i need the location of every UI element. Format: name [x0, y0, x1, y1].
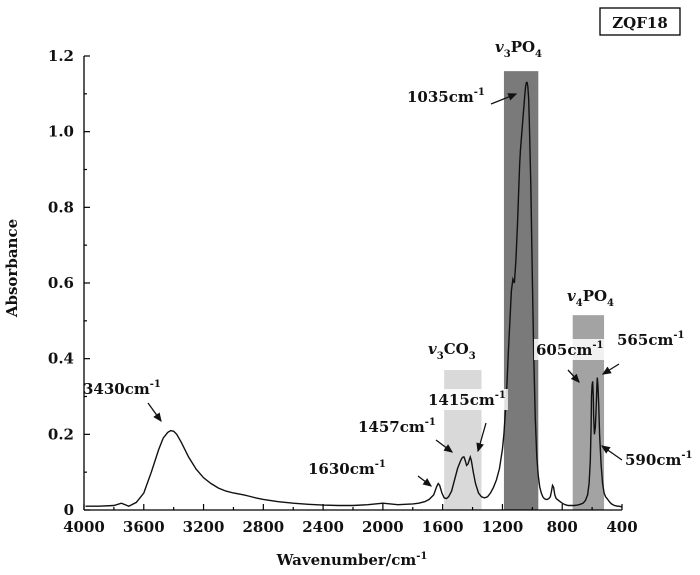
x-tick-label-4000: 4000 — [63, 518, 105, 536]
band-label-3: v4PO4 — [567, 287, 614, 309]
annotation-arrow-1035 — [490, 93, 518, 105]
y-tick-label-1: 0.2 — [48, 425, 74, 443]
x-tick-label-1600: 1600 — [422, 518, 464, 536]
y-tick-label-4: 0.8 — [48, 198, 74, 216]
chart-title: ZQF18 — [612, 14, 668, 32]
y-tick-label-5: 1.0 — [48, 123, 74, 141]
annotation-590: 590cm-1 — [600, 445, 692, 469]
annotation-1457: 1457cm-1 — [358, 417, 454, 453]
y-tick-label-2: 0.4 — [48, 350, 74, 368]
annotation-group: 3430cm-1 1630cm-1 1457cm-1 1415cm-1 1035cm-1… — [83, 86, 692, 487]
annotation-arrow-605 — [567, 369, 580, 383]
annotation-565: 565cm-1 — [601, 330, 684, 375]
x-tick-label-400: 400 — [606, 518, 637, 536]
annotation-label-605: 605cm-1 — [536, 340, 603, 359]
x-axis-title: Wavenumber/cm-1 — [276, 551, 428, 569]
annotation-1035: 1035cm-1 — [405, 86, 518, 107]
x-axis-title-sup: -1 — [416, 551, 427, 562]
annotation-3430: 3430cm-1 — [83, 379, 162, 423]
x-tick-label-3200: 3200 — [183, 518, 225, 536]
y-tick-label-0: 0 — [64, 501, 74, 519]
svg-text:Wavenumber/cm-1: Wavenumber/cm-1 — [276, 551, 428, 569]
y-tick-label-6: 1.2 — [48, 47, 74, 65]
annotation-arrow-590 — [600, 445, 623, 461]
x-tick-label-2000: 2000 — [362, 518, 404, 536]
x-tick-group: 4000 3600 3200 2800 2400 2000 1600 1200 800 400 — [63, 504, 638, 536]
band-group: v3CO3 v3PO4 v4PO4 — [428, 38, 614, 510]
annotation-label-3430: 3430cm-1 — [83, 379, 161, 398]
band-label-1: v3CO3 — [428, 340, 476, 362]
annotation-label-1630: 1630cm-1 — [308, 459, 386, 478]
y-tick-group: 0 0.2 0.4 0.6 0.8 1.0 1.2 — [48, 47, 90, 519]
band-label-2: v3PO4 — [495, 38, 542, 60]
annotation-arrow-1630 — [417, 475, 433, 487]
annotation-label-1415: 1415cm-1 — [428, 390, 506, 409]
x-tick-label-1200: 1200 — [482, 518, 524, 536]
sample-label-box: ZQF18 — [599, 7, 681, 36]
annotation-1415: 1415cm-1 — [426, 389, 508, 453]
x-tick-label-2800: 2800 — [242, 518, 284, 536]
y-axis-title: Absorbance — [3, 219, 21, 318]
annotation-arrow-3430 — [147, 402, 162, 423]
annotation-label-1457: 1457cm-1 — [358, 417, 436, 436]
x-tick-label-2400: 2400 — [302, 518, 344, 536]
annotation-arrow-1457 — [435, 439, 454, 453]
sample-label-frame — [599, 7, 681, 36]
annotation-arrow-565 — [601, 363, 620, 375]
x-tick-label-800: 800 — [547, 518, 578, 536]
annotation-label-590: 590cm-1 — [625, 450, 692, 469]
x-tick-label-3600: 3600 — [123, 518, 165, 536]
annotation-label-565: 565cm-1 — [617, 330, 684, 349]
annotation-605: 605cm-1 — [534, 339, 606, 383]
y-tick-label-3: 0.6 — [48, 274, 74, 292]
annotation-label-1035: 1035cm-1 — [407, 87, 485, 106]
spectrum-line — [85, 81, 623, 508]
annotation-1630: 1630cm-1 — [308, 459, 433, 487]
x-axis-title-text: Wavenumber/cm — [276, 551, 417, 569]
annotation-arrow-1415 — [476, 422, 487, 453]
